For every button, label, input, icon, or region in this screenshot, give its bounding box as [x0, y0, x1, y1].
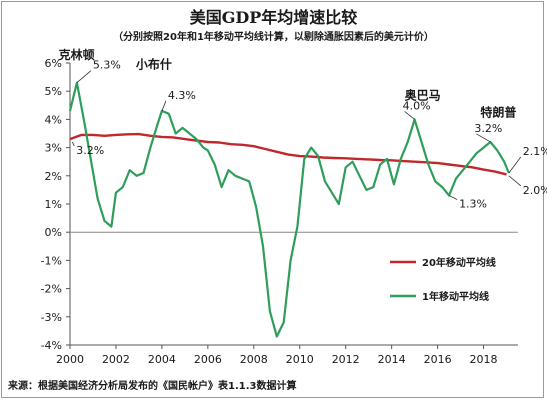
legend-label: 1年移动平均线 — [422, 290, 489, 303]
annotation-leader — [448, 195, 458, 200]
annotation-label: 4.3% — [168, 89, 196, 102]
annotation-label: 1.3% — [459, 198, 487, 211]
president-label: 小布什 — [136, 57, 172, 72]
x-tick-label: 2010 — [286, 353, 314, 366]
x-tick-label: 2018 — [470, 353, 498, 366]
y-tick-label: -2% — [41, 283, 62, 296]
y-tick-label: -4% — [41, 339, 62, 352]
y-tick-label: 4% — [45, 113, 62, 126]
annotation-label: 3.2% — [76, 144, 104, 157]
annotation-label: 5.3% — [93, 59, 121, 72]
chart-subtitle: （分别按照20年和1年移动平均线计算，以剔除通胀因素后的美元计价） — [113, 32, 434, 43]
x-tick-label: 2006 — [194, 353, 222, 366]
x-tick-label: 2016 — [424, 353, 452, 366]
president-label: 特朗普 — [480, 105, 516, 120]
y-tick-label: 2% — [45, 170, 62, 183]
x-tick-label: 2014 — [378, 353, 406, 366]
y-tick-label: 0% — [45, 226, 62, 239]
y-tick-label: -3% — [41, 311, 62, 324]
annotation-leader — [508, 175, 522, 187]
x-tick-label: 2002 — [102, 353, 130, 366]
y-tick-label: 3% — [45, 142, 62, 155]
chart-title: 美国GDP年均增速比较 — [189, 8, 358, 27]
annotation-leader — [476, 133, 491, 143]
annotation-leader — [404, 111, 415, 120]
annotation-label: 2.1% — [523, 145, 547, 158]
y-tick-label: -1% — [41, 254, 62, 267]
x-tick-label: 2008 — [240, 353, 268, 366]
x-tick-label: 2004 — [148, 353, 176, 366]
series-line-1yr — [68, 81, 510, 338]
source-note: 来源：根据美国经济分析局发布的《国民帐户》表1.1.3数据计算 — [8, 381, 297, 392]
president-label: 奥巴马 — [405, 88, 441, 103]
annotation-label: 2.0% — [523, 184, 547, 197]
annotation-leader — [161, 100, 167, 112]
annotation-leader — [76, 70, 92, 84]
annotation-label: 4.0% — [403, 99, 431, 112]
series-line-20yr — [69, 132, 507, 176]
legend-label: 20年移动平均线 — [422, 256, 496, 269]
y-tick-label: 5% — [45, 85, 62, 98]
y-tick-label: 6% — [45, 57, 62, 70]
annotation-leader — [71, 141, 75, 147]
annotation-label: 3.2% — [474, 122, 502, 135]
annotation-leader — [508, 156, 522, 174]
x-tick-label: 2000 — [56, 353, 84, 366]
president-label: 克林顿 — [59, 47, 95, 62]
x-tick-label: 2012 — [332, 353, 360, 366]
y-tick-label: 1% — [45, 198, 62, 211]
